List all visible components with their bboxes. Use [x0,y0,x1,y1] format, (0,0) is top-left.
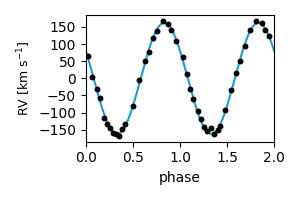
Point [90,75,95,78]
Point [98,97,102,100]
Point [108,126,113,129]
Point [205,129,210,132]
Point [104,122,109,126]
Point [195,110,200,113]
Point [111,131,116,134]
Point [212,133,216,136]
Point [174,40,178,43]
Point [85,54,90,58]
Point [143,59,148,63]
Point [242,45,247,48]
Point [223,109,227,112]
Point [116,134,121,137]
Point [191,97,196,100]
X-axis label: phase: phase [159,171,201,185]
Point [188,87,193,90]
Point [155,30,160,33]
Point [119,127,124,131]
Point [165,23,170,26]
Point [137,78,142,82]
Point [184,73,189,76]
Point [180,55,185,58]
Point [262,28,267,31]
Point [146,50,151,54]
Point [150,36,155,39]
Point [198,118,203,121]
Point [267,35,272,38]
Point [247,29,252,32]
Point [260,21,264,24]
Point [234,71,239,74]
Y-axis label: RV [km s$^{-1}$]: RV [km s$^{-1}$] [15,41,32,116]
Point [215,129,220,132]
Point [101,117,106,120]
Point [254,20,259,23]
Point [238,60,243,63]
Point [202,125,207,129]
Point [208,126,213,130]
Point [160,19,165,22]
Point [95,87,100,91]
Point [228,89,233,92]
Point [123,122,128,125]
Point [113,132,118,135]
Point [169,28,174,31]
Point [130,104,135,108]
Point [218,125,223,128]
